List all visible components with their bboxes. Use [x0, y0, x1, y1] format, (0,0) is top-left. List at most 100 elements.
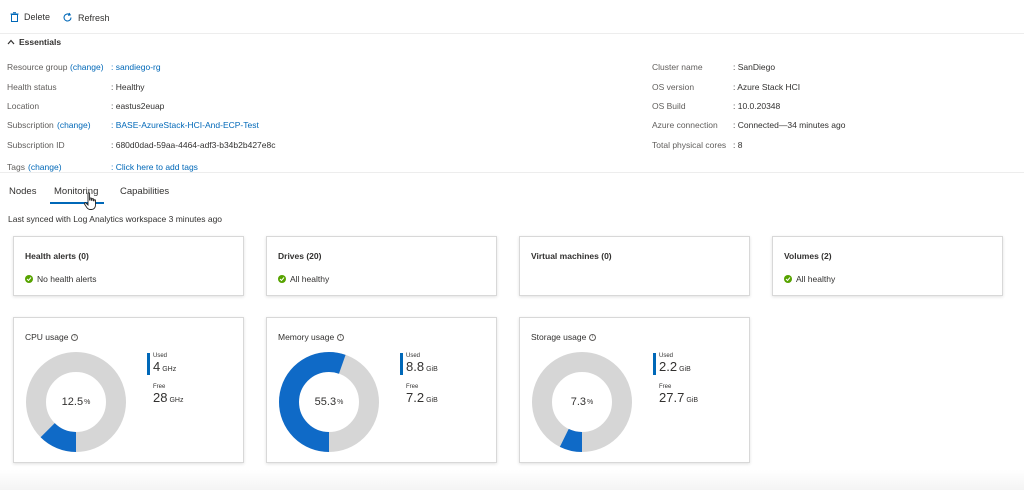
usage-percent-value: 7.3	[570, 396, 587, 408]
used-legend-bar	[147, 353, 150, 375]
card-status: No health alerts	[25, 274, 97, 284]
usage-title-text: CPU usage	[25, 332, 69, 342]
change-link[interactable]: (change)	[70, 62, 104, 72]
card-status: All healthy	[278, 274, 329, 284]
usage-legend: Used 2.2 GiB Free 27.7 GiB	[653, 353, 698, 408]
used-legend-bar	[653, 353, 656, 375]
essentials-title: Essentials	[19, 37, 62, 47]
essentials-label: Subscription	[7, 120, 54, 130]
virtual-machines-card[interactable]: Virtual machines (0)	[519, 236, 750, 296]
used-legend: Used 2.2 GiB	[653, 353, 698, 377]
free-legend: Free 27.7 GiB	[653, 384, 698, 408]
volumes-card[interactable]: Volumes (2) All healthy	[772, 236, 1003, 296]
usage-title: Storage usage i	[531, 332, 597, 342]
free-number: 7.2	[406, 390, 425, 405]
essentials-value: : Azure Stack HCI	[733, 82, 801, 92]
card-title: Drives (20)	[278, 251, 322, 261]
free-value: 7.2 GiB	[406, 390, 438, 408]
used-segment	[279, 352, 379, 452]
delete-label: Delete	[24, 12, 51, 22]
usage-percent: 55.3%	[279, 352, 379, 452]
card-title: Volumes (2)	[784, 251, 832, 261]
hand-cursor-icon	[83, 192, 96, 210]
divider	[0, 172, 1024, 173]
usage-title: Memory usage i	[278, 332, 345, 342]
memory-usage-card[interactable]: Memory usage i 55.3% Used 8.8 GiB Free 7.…	[266, 317, 497, 463]
usage-title-text: Storage usage	[531, 332, 587, 342]
card-title: Health alerts (0)	[25, 251, 89, 261]
free-unit: GHz	[169, 397, 184, 404]
essentials-label: OS version	[652, 82, 695, 92]
usage-percent: 7.3%	[532, 352, 632, 452]
used-number: 8.8	[406, 359, 425, 374]
refresh-label: Refresh	[78, 12, 110, 23]
essentials-value[interactable]: : Click here to add tags	[111, 162, 198, 172]
used-unit: GHz	[162, 366, 177, 373]
usage-legend: Used 4 GHz Free 28 GHz	[147, 353, 183, 408]
usage-title-text: Memory usage	[278, 332, 335, 342]
change-link[interactable]: (change)	[57, 120, 91, 130]
used-unit: GiB	[426, 366, 438, 373]
essentials-value: : 8	[733, 140, 743, 150]
health-alerts-card[interactable]: Health alerts (0) No health alerts	[13, 236, 244, 296]
cpu-donut-chart	[26, 352, 126, 452]
memory-donut-chart	[279, 352, 379, 452]
free-legend: Free 28 GHz	[147, 384, 183, 408]
refresh-button[interactable]: Refresh	[62, 12, 110, 23]
used-legend: Used 8.8 GiB	[400, 353, 438, 377]
used-value: 4 GHz	[153, 359, 183, 377]
free-unit: GiB	[686, 397, 698, 404]
check-circle-icon	[25, 275, 33, 283]
used-segment	[532, 352, 632, 452]
essentials-label: Resource group	[7, 62, 68, 72]
free-label: Free	[659, 384, 672, 390]
check-circle-icon	[278, 275, 286, 283]
bottom-fade	[0, 470, 1024, 490]
info-icon[interactable]: i	[71, 333, 79, 341]
free-number: 28	[153, 390, 168, 405]
free-label: Free	[153, 384, 166, 390]
essentials-label: OS Build	[652, 101, 686, 111]
essentials-value[interactable]: : BASE-AzureStack-HCI-And-ECP-Test	[111, 120, 259, 130]
card-status: All healthy	[784, 274, 835, 284]
info-icon[interactable]: i	[589, 333, 597, 341]
sync-status-text: Last synced with Log Analytics workspace…	[8, 214, 223, 224]
free-number: 27.7	[659, 390, 685, 405]
change-link[interactable]: (change)	[28, 162, 62, 172]
card-status-text: No health alerts	[37, 274, 97, 284]
essentials-value: : Healthy	[111, 82, 145, 92]
essentials-value: : Connected—34 minutes ago	[733, 120, 846, 130]
essentials-label: Cluster name	[652, 62, 703, 72]
card-status-text: All healthy	[796, 274, 836, 284]
cpu-usage-card[interactable]: CPU usage i 12.5% Used 4 GHz Free 28 GHz	[13, 317, 244, 463]
command-bar: Delete Refresh	[0, 0, 1024, 34]
info-icon[interactable]: i	[337, 333, 345, 341]
storage-donut-chart	[532, 352, 632, 452]
essentials-label: Tags	[7, 162, 25, 172]
free-value: 28 GHz	[153, 390, 183, 408]
usage-percent: 12.5%	[26, 352, 126, 452]
essentials-label: Health status	[7, 82, 57, 92]
used-label: Used	[659, 353, 674, 359]
essentials-value: : 680d0dad-59aa-4464-adf3-b34b2b427e8c	[111, 140, 276, 150]
free-unit: GiB	[426, 397, 438, 404]
used-segment	[26, 352, 126, 452]
used-number: 4	[153, 359, 161, 374]
card-title: Virtual machines (0)	[531, 251, 612, 261]
delete-button[interactable]: Delete	[10, 12, 50, 22]
refresh-icon	[63, 12, 72, 22]
essentials-value: : 10.0.20348	[733, 101, 781, 111]
free-legend: Free 7.2 GiB	[400, 384, 438, 408]
tab-nodes[interactable]: Nodes	[9, 186, 37, 197]
essentials-toggle[interactable]: Essentials	[7, 37, 61, 47]
essentials-value[interactable]: : sandiego-rg	[111, 62, 161, 72]
essentials-label: Azure connection	[652, 120, 718, 130]
storage-usage-card[interactable]: Storage usage i 7.3% Used 2.2 GiB Free 27…	[519, 317, 750, 463]
used-label: Used	[153, 353, 168, 359]
usage-percent-value: 12.5	[61, 396, 84, 408]
drives-card[interactable]: Drives (20) All healthy	[266, 236, 497, 296]
tab-capabilities[interactable]: Capabilities	[120, 186, 170, 197]
essentials-value: : SanDiego	[733, 62, 776, 72]
usage-title: CPU usage i	[25, 332, 79, 342]
tab-monitoring[interactable]: Monitoring	[50, 186, 105, 204]
